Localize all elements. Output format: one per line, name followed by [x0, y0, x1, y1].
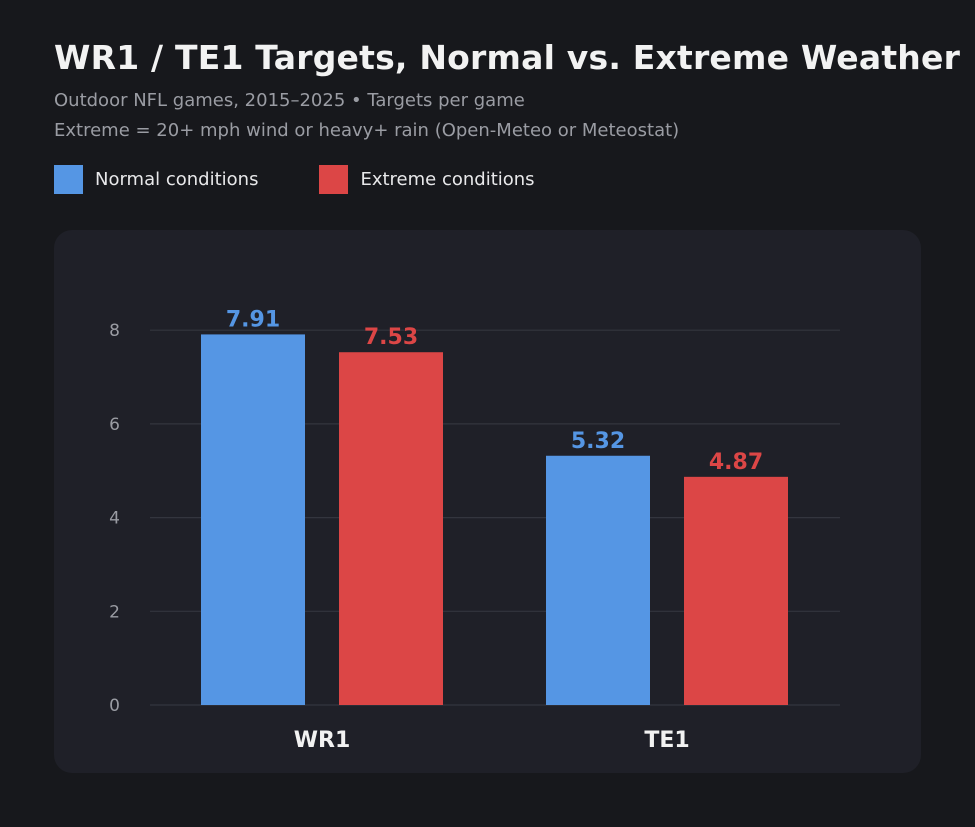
chart-title: WR1 / TE1 Targets, Normal vs. Extreme We… [54, 38, 961, 77]
data-label: 5.32 [571, 429, 625, 454]
data-label: 4.87 [709, 450, 763, 475]
y-tick-label: 0 [109, 696, 120, 716]
bar-wr1-normal [201, 334, 305, 705]
legend-label-extreme: Extreme conditions [360, 169, 535, 190]
y-tick-label: 2 [109, 602, 120, 622]
chart-legend: Normal conditions Extreme conditions [54, 165, 596, 194]
data-label: 7.91 [226, 307, 280, 332]
bar-te1-normal [546, 455, 650, 705]
y-tick-label: 8 [109, 321, 120, 341]
legend-swatch-extreme [319, 165, 349, 194]
x-category-label: TE1 [644, 728, 689, 753]
data-label: 7.53 [364, 325, 418, 350]
legend-label-normal: Normal conditions [95, 169, 259, 190]
chart-note: Extreme = 20+ mph wind or heavy+ rain (O… [54, 120, 680, 141]
legend-item-normal: Normal conditions [54, 165, 258, 194]
legend-item-extreme: Extreme conditions [319, 165, 535, 194]
y-tick-label: 6 [109, 415, 120, 435]
y-tick-label: 4 [109, 509, 120, 529]
bar-wr1-extreme [339, 352, 443, 705]
chart-subtitle: Outdoor NFL games, 2015–2025 • Targets p… [54, 90, 525, 111]
legend-swatch-normal [54, 165, 83, 194]
bar-te1-extreme [684, 476, 788, 705]
x-category-label: WR1 [294, 728, 351, 753]
